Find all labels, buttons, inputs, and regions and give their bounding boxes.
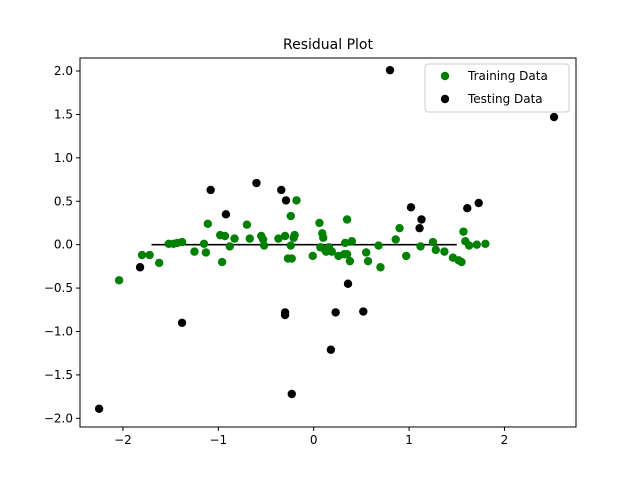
training-point <box>190 247 199 256</box>
training-point <box>199 239 209 249</box>
testing-point <box>326 345 336 354</box>
training-point <box>245 234 254 243</box>
training-point <box>376 263 385 272</box>
training-point <box>395 223 404 233</box>
training-point <box>345 256 355 266</box>
training-point <box>290 230 299 240</box>
testing-point <box>406 203 416 212</box>
training-point <box>402 251 411 261</box>
legend: Training Data Testing Data <box>424 63 570 113</box>
training-point <box>315 218 324 228</box>
testing-point <box>221 210 231 219</box>
testing-point <box>415 223 424 233</box>
training-point <box>308 251 317 261</box>
training-point <box>217 257 227 267</box>
training-point <box>230 234 239 243</box>
testing-point <box>549 112 559 122</box>
testing-point <box>331 308 340 317</box>
training-point <box>361 248 371 257</box>
training-point <box>428 237 438 247</box>
training-point <box>203 219 213 229</box>
x-tick-label: 1 <box>405 433 413 447</box>
training-point <box>280 231 290 241</box>
chart-title: Residual Plot <box>283 37 373 53</box>
y-tick-label: −1.5 <box>44 368 73 382</box>
legend-label-training: Training Data <box>467 69 548 83</box>
training-point <box>459 227 468 236</box>
testing-point <box>417 215 426 224</box>
legend-marker-training <box>440 71 450 81</box>
testing-point <box>280 310 290 320</box>
testing-point <box>177 318 187 328</box>
axes: −2 −1 0 1 2 −2.0 −1.5 −1.0 −0.5 0.0 0.5 1.0 1.5 2.0 <box>44 57 577 447</box>
testing-point <box>474 198 483 208</box>
training-point <box>259 241 269 250</box>
y-tick-label: 0.5 <box>54 194 73 208</box>
testing-point <box>463 204 472 213</box>
training-point <box>286 211 295 221</box>
testing-point <box>252 178 261 188</box>
testing-point <box>135 263 145 272</box>
training-point <box>340 238 350 248</box>
legend-box <box>424 63 570 113</box>
training-point <box>363 256 373 266</box>
x-tick-label: −1 <box>209 433 227 447</box>
training-point <box>201 248 211 257</box>
testing-point <box>94 404 104 413</box>
y-tick-label: 2.0 <box>54 64 73 78</box>
training-point <box>145 250 154 260</box>
training-point <box>274 234 283 243</box>
training-point <box>137 250 147 260</box>
testing-point <box>343 279 353 288</box>
training-point <box>319 233 328 242</box>
training-point <box>342 250 352 259</box>
x-tick-label: −2 <box>114 433 132 447</box>
training-point <box>481 239 490 249</box>
x-tick-label: 0 <box>310 433 318 447</box>
training-point <box>457 257 466 267</box>
training-point <box>220 231 230 241</box>
testing-point <box>206 185 215 195</box>
legend-label-testing: Testing Data <box>467 92 543 106</box>
plot-area <box>94 65 559 413</box>
training-point <box>431 245 440 255</box>
training-point <box>154 258 164 268</box>
y-tick-label: −2.0 <box>44 411 73 425</box>
testing-points <box>94 65 559 413</box>
training-point <box>327 247 337 256</box>
training-points <box>114 196 490 285</box>
y-tick-label: 1.5 <box>54 107 73 121</box>
training-point <box>225 242 234 251</box>
y-tick-label: −0.5 <box>44 281 73 295</box>
x-tick-label: 2 <box>501 433 509 447</box>
testing-point <box>287 389 296 399</box>
training-point <box>292 196 301 205</box>
testing-point <box>277 185 286 195</box>
y-tick-label: 1.0 <box>54 151 73 165</box>
training-point <box>374 241 383 250</box>
y-tick-label: −1.0 <box>44 324 73 338</box>
training-point <box>440 247 449 256</box>
training-point <box>391 235 400 244</box>
training-point <box>242 220 252 229</box>
training-point <box>177 237 187 247</box>
training-point <box>416 242 425 251</box>
training-point <box>342 215 352 224</box>
training-point <box>114 276 124 285</box>
y-tick-label: 0.0 <box>54 238 73 252</box>
axes-frame <box>79 57 577 428</box>
training-point <box>286 241 295 250</box>
legend-marker-testing <box>440 94 450 104</box>
training-point <box>472 240 481 249</box>
training-point <box>464 241 474 250</box>
testing-point <box>281 196 291 205</box>
testing-point <box>359 307 368 316</box>
training-point <box>287 254 296 263</box>
training-point <box>347 236 357 246</box>
testing-point <box>385 65 395 75</box>
